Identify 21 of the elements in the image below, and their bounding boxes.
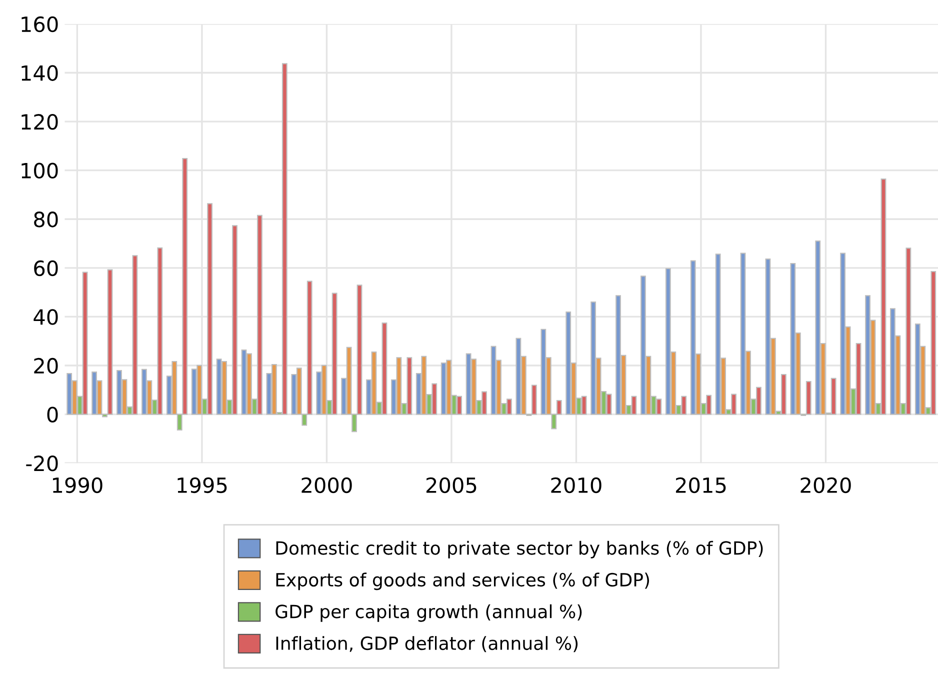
y-tick-label: 60 xyxy=(34,260,58,276)
legend-label: GDP per capita growth (annual %) xyxy=(276,604,582,622)
x-tick-label: 2000 xyxy=(302,477,352,494)
y-tick-label: 80 xyxy=(34,212,58,228)
y-tick-label: 100 xyxy=(22,162,58,179)
y-tick-label: 140 xyxy=(22,65,58,81)
y-tick-label: 40 xyxy=(34,309,58,325)
y-tick-label: 20 xyxy=(34,358,58,374)
y-tick-label: 160 xyxy=(22,16,58,32)
legend-label: Domestic credit to private sector by banks (% of GDP) xyxy=(276,540,763,558)
y-tick-label: -20 xyxy=(26,456,58,472)
y-tick-label: 0 xyxy=(47,406,58,422)
y-tick-label: 120 xyxy=(22,114,58,130)
x-tick-label: 2005 xyxy=(426,477,476,494)
x-tick-label: 2010 xyxy=(551,477,602,494)
x-tick-label: 2020 xyxy=(800,477,851,494)
legend-label: Exports of goods and services (% of GDP) xyxy=(276,572,650,590)
legend-label: Inflation, GDP deflator (annual %) xyxy=(276,636,578,652)
x-tick-label: 1995 xyxy=(178,477,227,494)
x-tick-label: 1990 xyxy=(52,477,102,494)
x-tick-label: 2015 xyxy=(676,477,726,494)
